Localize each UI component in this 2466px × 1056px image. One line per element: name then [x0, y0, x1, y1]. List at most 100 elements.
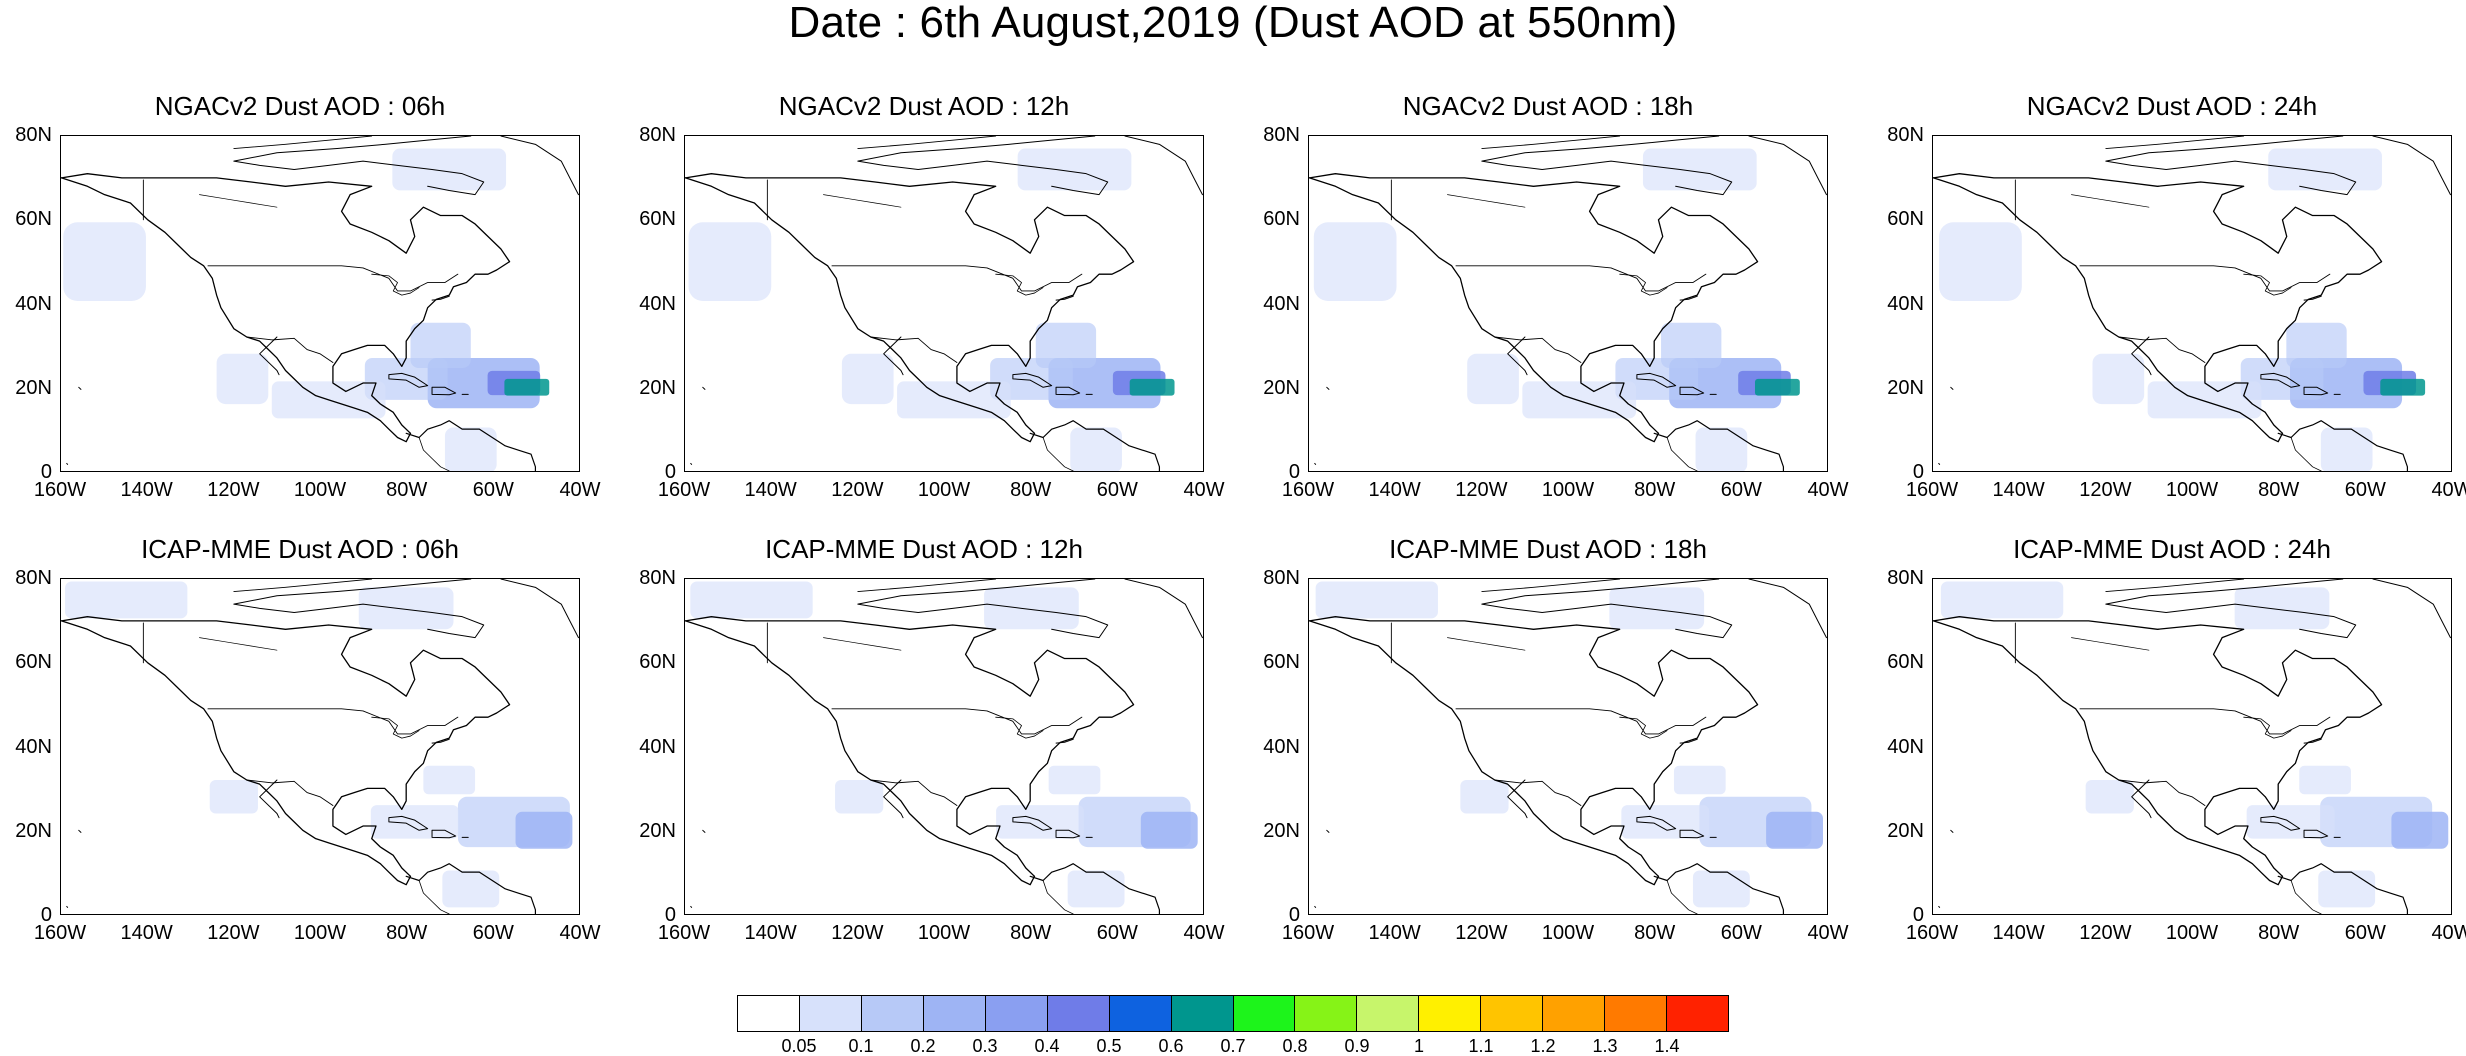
greenland-coast — [1748, 136, 1827, 196]
baja-gulf-coast — [883, 336, 904, 376]
map-plot — [60, 578, 580, 915]
colorbar-swatch — [923, 996, 986, 1031]
dust-field — [1067, 870, 1125, 908]
dust-field — [841, 353, 894, 405]
west-coastline — [685, 177, 1036, 443]
y-tick-label: 60N — [1263, 651, 1300, 674]
y-tick-label: 80N — [1887, 567, 1924, 589]
cuba — [1012, 815, 1053, 831]
great-lakes — [371, 273, 420, 296]
great-bear-lake — [199, 637, 278, 651]
cuba — [2260, 372, 2301, 388]
greenland-coast — [1124, 579, 1203, 639]
map-plot — [684, 135, 1204, 472]
colorbar-swatch — [1605, 996, 1668, 1031]
hispaniola — [2303, 829, 2329, 839]
x-tick-label: 60W — [1096, 922, 1138, 944]
south-america-borders — [418, 437, 450, 471]
arctic-northern-islands — [233, 136, 373, 149]
west-coastline — [1933, 177, 2284, 443]
y-tick-label: 20N — [1887, 819, 1924, 842]
map-panel-ngac-18h: NGACv2 Dust AOD : 18h 80N 60N 40N 20N 0 160W 1… — [1248, 0, 1848, 501]
east-coastline — [61, 173, 511, 434]
us-canada-border — [831, 265, 1083, 292]
y-tick-label: 40N — [15, 292, 52, 315]
dust-field — [835, 780, 884, 814]
map-plot — [1308, 578, 1828, 915]
arctic-islands — [1481, 136, 1733, 196]
x-tick-label: 80W — [1010, 922, 1052, 944]
dust-aod-map — [1933, 136, 2451, 471]
x-tick-label: 100W — [917, 479, 971, 501]
us-canada-border — [2079, 265, 2331, 292]
baja-gulf-coast — [883, 779, 904, 819]
y-tick-label: 20N — [1263, 376, 1300, 399]
y-tick-label: 0 — [1288, 461, 1300, 483]
greenland-coast — [1748, 579, 1827, 639]
greenland-coast — [500, 136, 579, 196]
hawaii-islands — [1326, 829, 1330, 833]
colorbar-label: 0.6 — [1158, 1036, 1184, 1056]
arctic-northern-islands — [2105, 136, 2245, 149]
west-coastline — [685, 620, 1036, 886]
dust-field — [2085, 780, 2134, 814]
greenland-coast — [1124, 136, 1203, 196]
x-tick-label: 80W — [386, 479, 428, 501]
x-tick-label: 160W — [1281, 479, 1335, 501]
us-canada-border — [2079, 708, 2331, 735]
x-tick-label: 80W — [386, 922, 428, 944]
map-plot — [684, 578, 1204, 915]
y-tick-label: 40N — [1887, 292, 1924, 315]
pacific-island — [1938, 905, 1941, 908]
hawaii-islands — [78, 386, 82, 390]
south-america-coast — [1029, 863, 1161, 914]
dust-aod-map — [61, 579, 579, 914]
colorbar-swatch — [738, 996, 800, 1031]
long-island — [2303, 738, 2322, 744]
south-america-borders — [418, 880, 450, 914]
pacific-island — [1938, 462, 1941, 465]
south-america-coast — [405, 420, 537, 471]
x-tick-label: 140W — [1368, 922, 1421, 944]
greenland-coast — [2372, 579, 2451, 639]
cuba — [2260, 815, 2301, 831]
east-coastline — [1309, 616, 1759, 877]
panel-title: ICAP-MME Dust AOD : 06h — [141, 534, 459, 564]
great-bear-lake — [1447, 637, 1526, 651]
south-america-coast — [1653, 863, 1785, 914]
colorbar-label: 0.8 — [1282, 1036, 1308, 1056]
long-island — [1055, 295, 1074, 301]
y-tick-label: 60N — [639, 651, 676, 674]
south-america-borders — [2290, 437, 2322, 471]
greenland-coast — [2372, 136, 2451, 196]
y-tick-label: 20N — [639, 819, 676, 842]
dust-field — [1754, 378, 1800, 396]
us-mexico-border — [2118, 336, 2206, 363]
x-tick-label: 140W — [1992, 922, 2045, 944]
colorbar-swatch — [861, 996, 924, 1031]
y-tick-label: 80N — [639, 567, 676, 589]
arctic-northern-islands — [1481, 579, 1621, 592]
us-canada-border — [1455, 708, 1707, 735]
south-america-coast — [2277, 863, 2409, 914]
baja-gulf-coast — [2131, 336, 2152, 376]
dust-field — [442, 870, 500, 908]
west-coastline — [61, 620, 412, 886]
dust-field — [1048, 765, 1101, 795]
colorbar-label: 0.3 — [972, 1036, 998, 1056]
long-island — [1679, 738, 1698, 744]
dust-field — [1673, 765, 1726, 795]
us-canada-border — [1455, 265, 1707, 292]
south-america-borders — [1042, 880, 1074, 914]
x-tick-label: 60W — [2344, 479, 2386, 501]
x-tick-label: 140W — [1992, 479, 2045, 501]
dust-field — [1070, 427, 1122, 471]
colorbar-swatch — [1295, 996, 1358, 1031]
great-lakes — [995, 716, 1044, 739]
south-america-coast — [2277, 420, 2409, 471]
colorbar-label: 0.5 — [1096, 1036, 1122, 1056]
y-tick-label: 80N — [639, 124, 676, 146]
x-tick-label: 40W — [559, 479, 601, 501]
south-america-coast — [1653, 420, 1785, 471]
x-tick-label: 120W — [207, 479, 260, 501]
